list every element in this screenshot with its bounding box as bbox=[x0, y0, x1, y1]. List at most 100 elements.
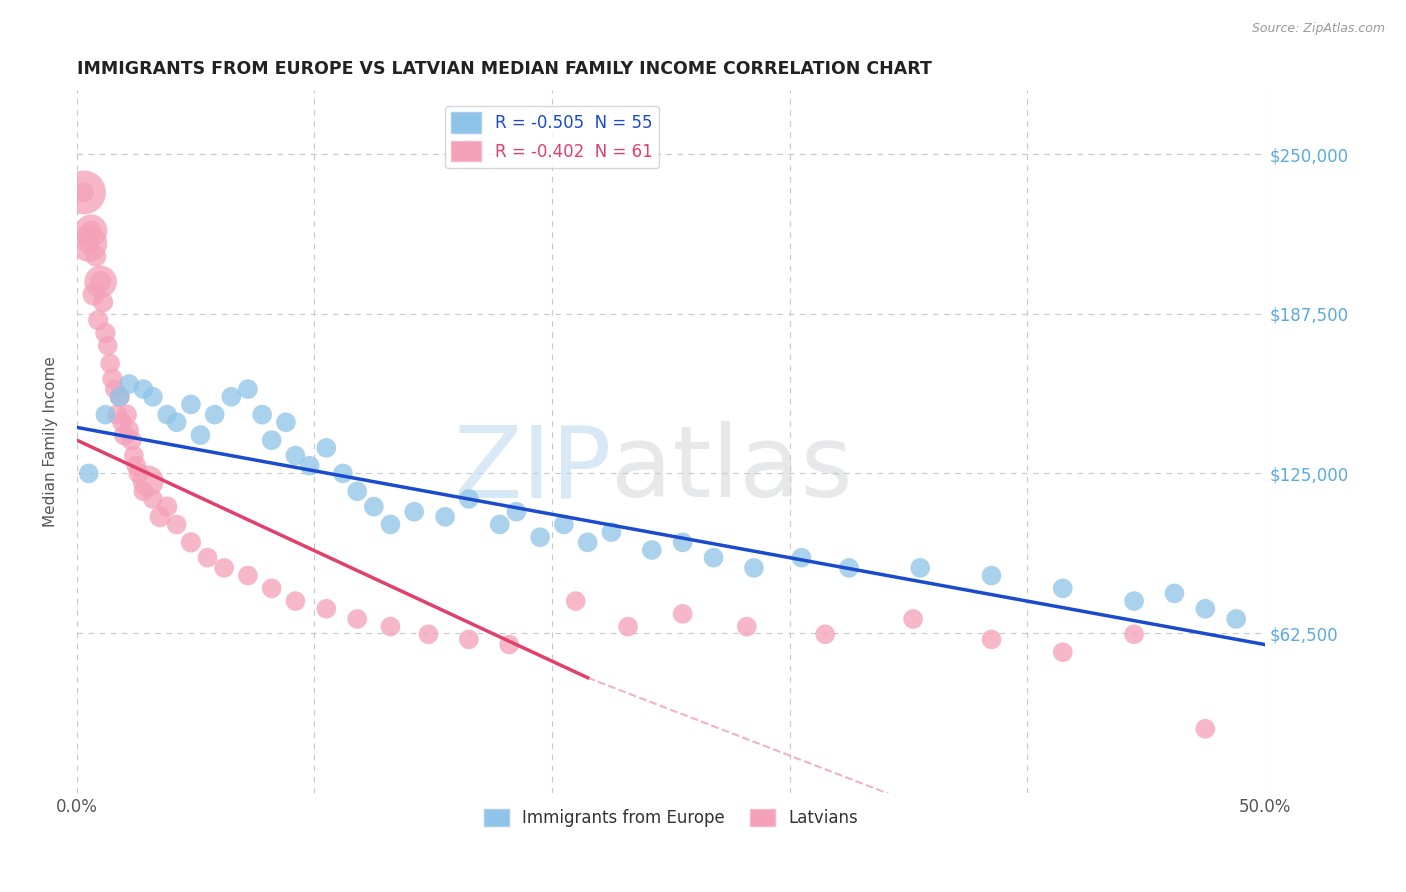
Point bbox=[90, 275, 112, 289]
Point bbox=[204, 408, 226, 422]
Text: atlas: atlas bbox=[612, 421, 853, 518]
Point bbox=[142, 390, 165, 404]
Point bbox=[136, 474, 159, 488]
Point bbox=[90, 275, 112, 289]
Point bbox=[498, 638, 520, 652]
Point bbox=[121, 433, 143, 447]
Point bbox=[404, 505, 426, 519]
Point bbox=[488, 517, 510, 532]
Point bbox=[118, 376, 141, 391]
Point bbox=[132, 484, 155, 499]
Point bbox=[1225, 612, 1247, 626]
Point bbox=[380, 620, 402, 634]
Point bbox=[576, 535, 599, 549]
Point bbox=[236, 568, 259, 582]
Point bbox=[346, 612, 368, 626]
Point bbox=[84, 249, 107, 263]
Point bbox=[73, 186, 96, 200]
Point bbox=[284, 594, 307, 608]
Point bbox=[980, 632, 1002, 647]
Point bbox=[112, 428, 135, 442]
Point bbox=[814, 627, 837, 641]
Point bbox=[83, 287, 105, 301]
Point bbox=[672, 607, 695, 621]
Point bbox=[94, 326, 117, 340]
Point bbox=[190, 428, 212, 442]
Point bbox=[260, 433, 283, 447]
Point bbox=[125, 458, 148, 473]
Point bbox=[315, 601, 337, 615]
Point bbox=[97, 339, 120, 353]
Point bbox=[703, 550, 725, 565]
Point bbox=[1194, 601, 1216, 615]
Point bbox=[1052, 645, 1074, 659]
Point bbox=[118, 423, 141, 437]
Point bbox=[1123, 594, 1146, 608]
Point bbox=[1194, 722, 1216, 736]
Point bbox=[565, 594, 588, 608]
Point bbox=[104, 382, 127, 396]
Point bbox=[77, 236, 100, 251]
Point bbox=[180, 397, 202, 411]
Point bbox=[212, 561, 235, 575]
Text: ZIP: ZIP bbox=[453, 421, 612, 518]
Point bbox=[156, 500, 179, 514]
Point bbox=[87, 313, 110, 327]
Point bbox=[1052, 582, 1074, 596]
Point bbox=[108, 390, 131, 404]
Point bbox=[236, 382, 259, 396]
Point bbox=[1123, 627, 1146, 641]
Point bbox=[128, 467, 150, 481]
Point bbox=[332, 467, 354, 481]
Point bbox=[166, 517, 188, 532]
Point bbox=[260, 582, 283, 596]
Point bbox=[418, 627, 440, 641]
Point bbox=[600, 525, 623, 540]
Point bbox=[132, 382, 155, 396]
Point bbox=[108, 390, 131, 404]
Text: Source: ZipAtlas.com: Source: ZipAtlas.com bbox=[1251, 22, 1385, 36]
Point bbox=[111, 415, 134, 429]
Point bbox=[221, 390, 243, 404]
Point bbox=[434, 509, 457, 524]
Point bbox=[742, 561, 765, 575]
Point bbox=[553, 517, 575, 532]
Point bbox=[617, 620, 640, 634]
Point bbox=[505, 505, 527, 519]
Point bbox=[980, 568, 1002, 582]
Point bbox=[197, 550, 219, 565]
Point bbox=[101, 372, 124, 386]
Point bbox=[315, 441, 337, 455]
Point bbox=[298, 458, 321, 473]
Point bbox=[91, 295, 114, 310]
Point bbox=[149, 509, 172, 524]
Point bbox=[1163, 586, 1185, 600]
Point bbox=[910, 561, 932, 575]
Point bbox=[790, 550, 813, 565]
Point bbox=[363, 500, 385, 514]
Point bbox=[735, 620, 758, 634]
Point bbox=[80, 224, 103, 238]
Point bbox=[457, 491, 479, 506]
Point bbox=[380, 517, 402, 532]
Point bbox=[274, 415, 297, 429]
Point bbox=[80, 224, 103, 238]
Point bbox=[122, 449, 145, 463]
Legend: Immigrants from Europe, Latvians: Immigrants from Europe, Latvians bbox=[477, 802, 865, 833]
Text: IMMIGRANTS FROM EUROPE VS LATVIAN MEDIAN FAMILY INCOME CORRELATION CHART: IMMIGRANTS FROM EUROPE VS LATVIAN MEDIAN… bbox=[77, 60, 932, 78]
Point bbox=[346, 484, 368, 499]
Point bbox=[77, 467, 100, 481]
Point bbox=[142, 491, 165, 506]
Point bbox=[641, 543, 664, 558]
Point bbox=[250, 408, 273, 422]
Point bbox=[672, 535, 695, 549]
Point bbox=[73, 186, 96, 200]
Point bbox=[166, 415, 188, 429]
Point bbox=[529, 530, 551, 544]
Point bbox=[105, 408, 128, 422]
Point bbox=[77, 236, 100, 251]
Point bbox=[284, 449, 307, 463]
Point bbox=[180, 535, 202, 549]
Point bbox=[115, 408, 138, 422]
Point bbox=[156, 408, 179, 422]
